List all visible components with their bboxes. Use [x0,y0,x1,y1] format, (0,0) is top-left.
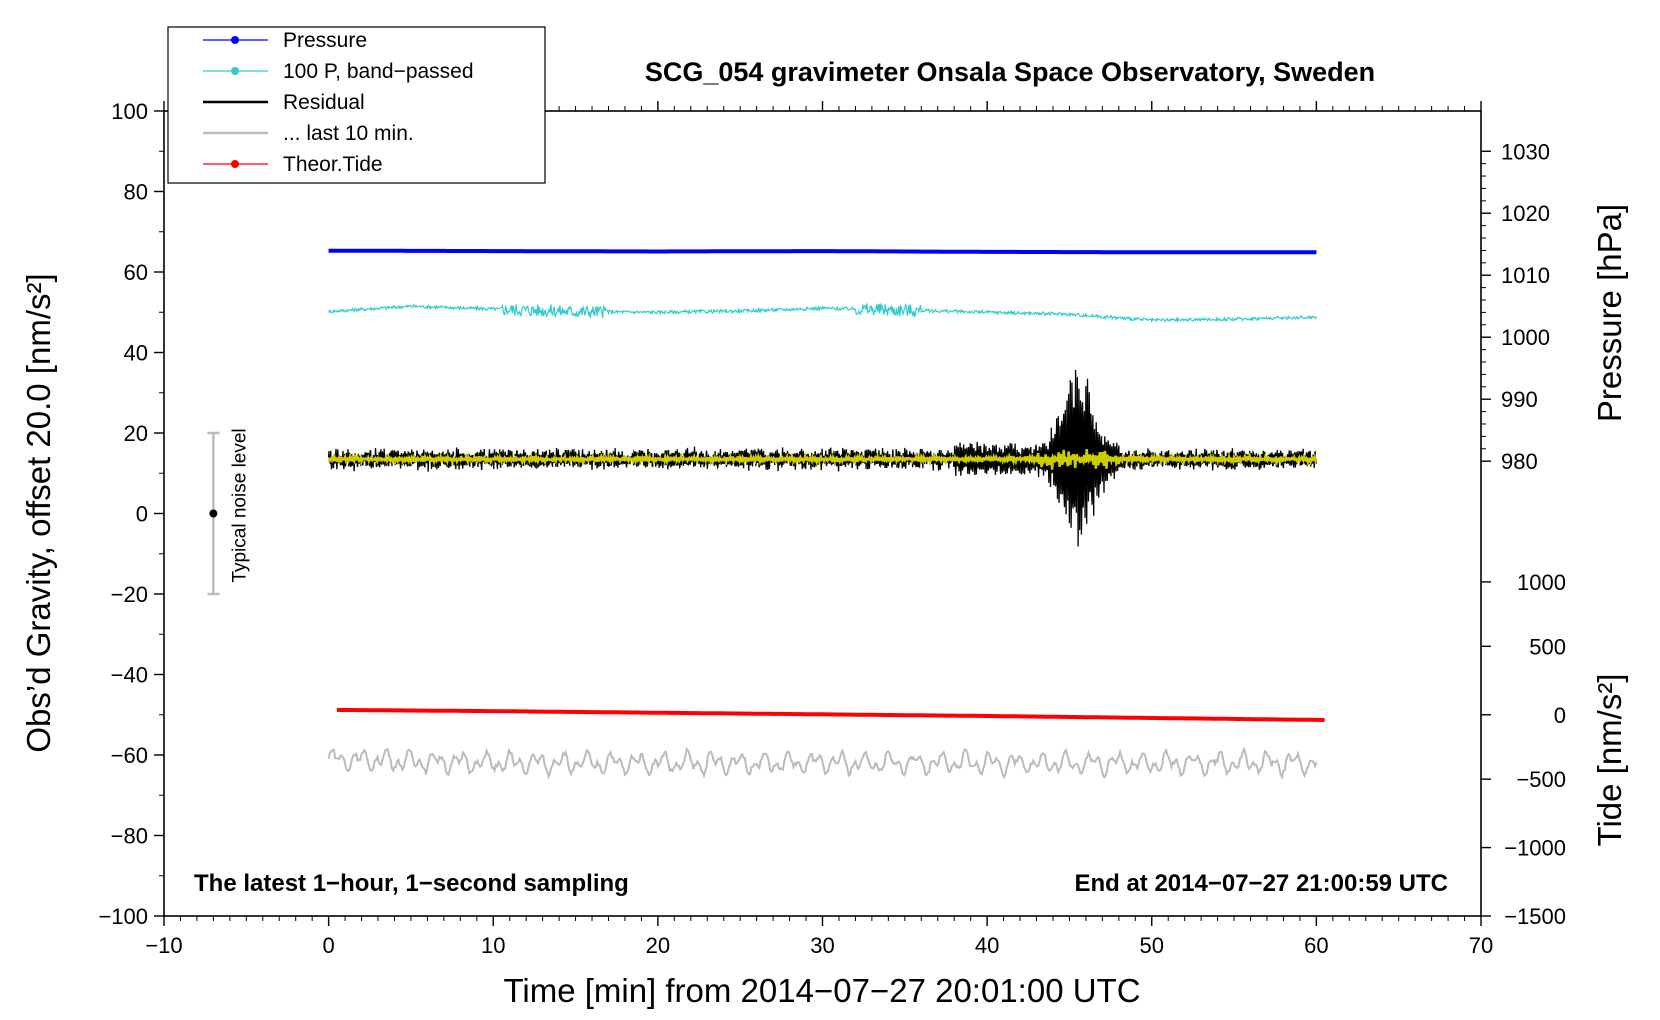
x-tick-label: 0 [323,933,335,958]
x-tick-label: 40 [975,933,999,958]
pressure-tick-label: 1010 [1501,263,1550,288]
pressure-tick-label: 1000 [1501,325,1550,350]
legend-label-pressure: Pressure [283,29,367,52]
legend-box [167,26,546,184]
pressure-axis-title: Pressure [hPa] [1591,204,1628,422]
x-tick-label: 50 [1140,933,1164,958]
y-tick-label: 60 [124,260,148,285]
noise-bar: Typical noise level [207,428,250,596]
series-line-theor-tide [336,707,1325,722]
legend-label-last-10-min: ... last 10 min. [283,122,414,145]
axis-ticks: −10 0 10 20 30 40 50 60 70−100−80−60−40−20020406… [98,99,1566,958]
y-tick-label: −100 [98,904,148,929]
y-tick-label: −80 [111,824,148,849]
y-tick-label: 0 [136,502,148,527]
noise-bar-dot [209,509,218,518]
tide-tick-label: −1500 [1504,904,1566,929]
y-tick-label: −40 [111,663,148,688]
pressure-tick-label: 980 [1501,449,1538,474]
legend: Pressure 100 P, band−passed Residual ... la… [167,26,546,184]
series-line-residual-smoothed [328,448,1318,470]
y-tick-label: −20 [111,582,148,607]
series-line-100-p-band-passed [328,302,1317,324]
tide-tick-label: −500 [1516,767,1566,792]
tide-tick-label: 1000 [1517,570,1566,595]
legend-marker-theor-tide [231,160,239,168]
x-tick-label: 60 [1304,933,1328,958]
legend-label-100-p-band-passed: 100 P, band−passed [283,60,474,83]
y-axis-title: Obs’d Gravity, offset 20.0 [nm/s²] [20,273,57,752]
y-tick-label: −60 [111,743,148,768]
y-tick-label: 20 [124,421,148,446]
y-tick-label: 40 [124,341,148,366]
tide-tick-label: −1000 [1504,836,1566,861]
series-line-pressure [328,248,1317,255]
plot-frame [163,110,1482,917]
x-tick-label: 10 [481,933,505,958]
legend-marker-pressure [231,36,239,44]
y-tick-label: 100 [111,99,148,124]
legend-marker-100-p-band-passed [231,67,239,75]
x-tick-label: 70 [1469,933,1493,958]
legend-label-residual: Residual [283,91,365,114]
tide-tick-label: 500 [1529,634,1566,659]
sampling-note: The latest 1−hour, 1−second sampling [194,870,629,897]
pressure-tick-label: 990 [1501,387,1538,412]
chart-title: SCG_054 gravimeter Onsala Space Observat… [645,57,1375,87]
tide-axis-title: Tide [nm/s²] [1591,674,1628,847]
noise-bar-label: Typical noise level [229,428,250,582]
series-layer [327,248,1325,780]
x-axis-title: Time [min] from 2014−07−27 20:01:00 UTC [503,972,1140,1009]
x-tick-label: −10 [145,933,182,958]
legend-label-theor-tide: Theor.Tide [283,153,383,176]
x-tick-label: 20 [646,933,670,958]
y-tick-label: 80 [124,180,148,205]
tide-tick-label: 0 [1554,703,1566,728]
end-time-note: End at 2014−07−27 21:00:59 UTC [1074,870,1448,897]
series-line-last-10-min [327,746,1318,780]
pressure-tick-label: 1020 [1501,201,1550,226]
pressure-tick-label: 1030 [1501,139,1550,164]
x-tick-label: 30 [810,933,834,958]
